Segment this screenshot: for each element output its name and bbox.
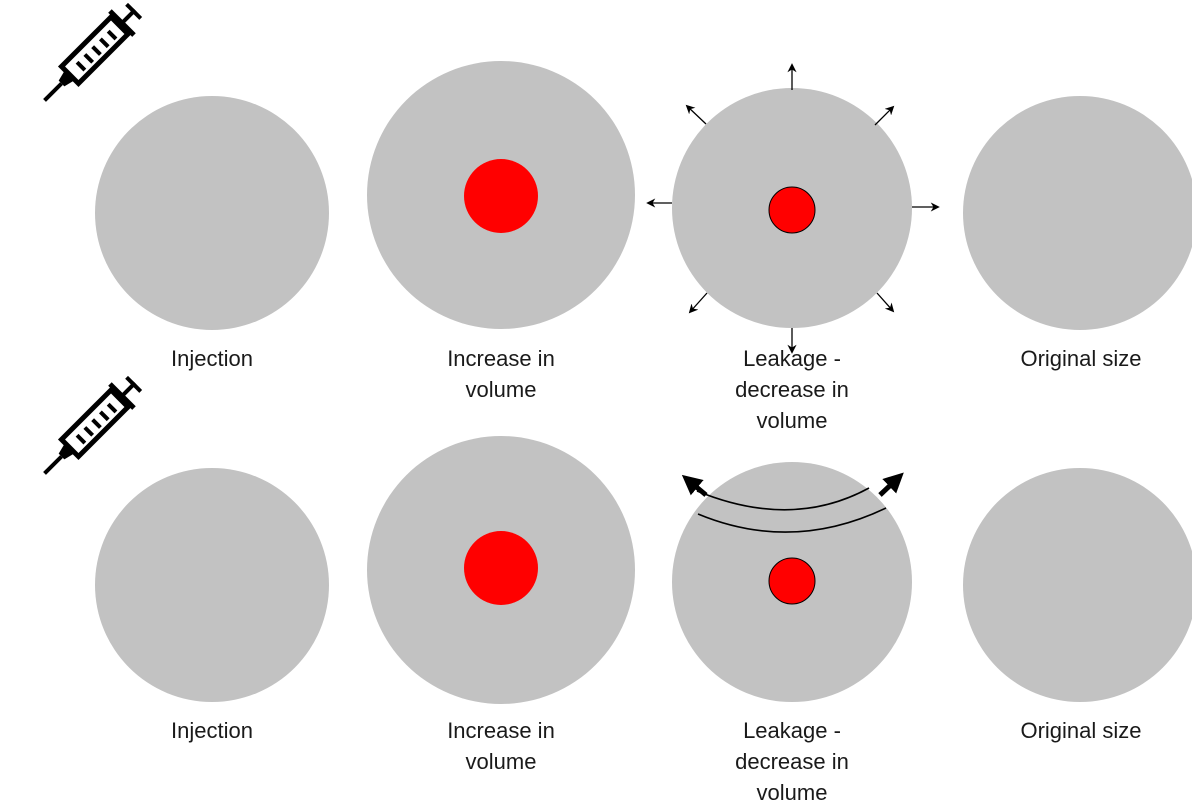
label-injection: Injection bbox=[171, 346, 253, 371]
label-original: Original size bbox=[1020, 718, 1142, 743]
stage-increase bbox=[367, 61, 635, 329]
arrow-icon bbox=[874, 105, 895, 126]
leak-arc-outer bbox=[696, 487, 870, 511]
label-leakage: Leakage - decrease in volume bbox=[735, 346, 849, 433]
leak-arc-inner bbox=[697, 507, 887, 533]
gray-circle bbox=[95, 96, 329, 330]
stage-original bbox=[963, 96, 1192, 330]
label-original: Original size bbox=[1020, 346, 1142, 371]
red-dye bbox=[464, 531, 538, 605]
label-increase: Increase in volume bbox=[447, 346, 555, 402]
stage-leakage bbox=[672, 462, 912, 702]
stage-leakage bbox=[646, 63, 940, 354]
arrow-icon bbox=[876, 292, 895, 313]
label-injection: Injection bbox=[171, 718, 253, 743]
arrow-icon bbox=[685, 104, 707, 125]
syringe-icon bbox=[43, 2, 143, 102]
row-1 bbox=[43, 2, 1192, 354]
stage-injection bbox=[43, 2, 329, 330]
syringe-icon bbox=[43, 375, 143, 475]
arrow-icon bbox=[878, 472, 904, 497]
red-dye bbox=[768, 557, 816, 605]
gray-circle bbox=[95, 468, 329, 702]
leak-arrows bbox=[646, 63, 940, 354]
stage-original bbox=[963, 468, 1192, 702]
red-dye bbox=[464, 159, 538, 233]
gray-circle bbox=[963, 96, 1192, 330]
red-dye bbox=[768, 186, 816, 234]
gray-circle bbox=[963, 468, 1192, 702]
arrow-icon bbox=[688, 292, 708, 314]
label-increase: Increase in volume bbox=[447, 718, 555, 774]
stage-increase bbox=[367, 436, 635, 704]
row-2 bbox=[43, 375, 1192, 704]
stage-injection bbox=[43, 375, 329, 702]
label-leakage: Leakage - decrease in volume bbox=[735, 718, 849, 805]
arrow-icon bbox=[681, 474, 708, 497]
